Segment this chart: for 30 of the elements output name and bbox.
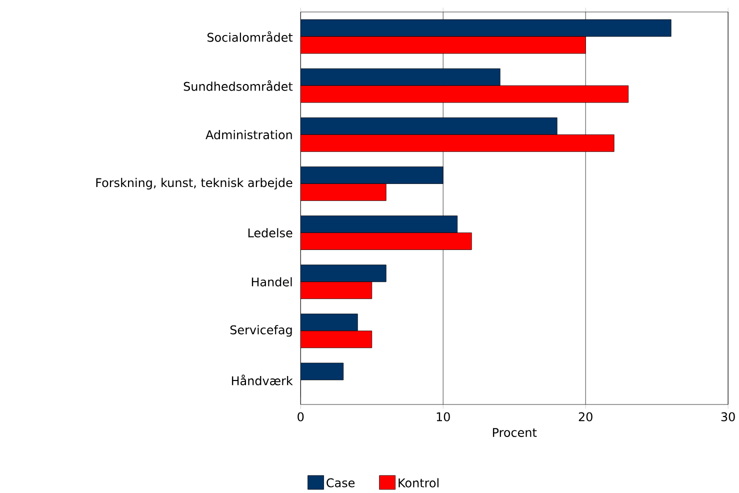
legend-label: Kontrol xyxy=(398,478,438,488)
bar xyxy=(300,36,586,54)
x-tick-label: 20 xyxy=(578,412,592,422)
x-axis-title: Procent xyxy=(492,428,537,438)
bar xyxy=(300,118,558,135)
bar xyxy=(300,232,472,250)
bar xyxy=(300,134,614,152)
y-tick-label: Servicefag xyxy=(230,325,292,337)
bar xyxy=(300,362,344,380)
y-tick-label: Sundhedsområdet xyxy=(184,80,293,92)
bar xyxy=(300,19,672,37)
x-tick-label: 0 xyxy=(298,412,304,422)
y-tick-label: Ledelse xyxy=(248,228,292,238)
bar xyxy=(300,68,500,86)
x-tick-label: 10 xyxy=(436,412,450,422)
y-tick-label: Handel xyxy=(252,277,292,287)
bar xyxy=(300,264,386,282)
bar xyxy=(300,184,386,202)
bar xyxy=(300,166,444,184)
y-tick-label: Forskning, kunst, teknisk arbejde xyxy=(96,178,292,190)
legend-label: Case xyxy=(326,478,355,488)
bar xyxy=(300,282,372,300)
bar xyxy=(300,330,372,348)
bar xyxy=(300,314,358,332)
y-tick-label: Administration xyxy=(206,130,292,140)
x-tick-label: 30 xyxy=(721,412,735,422)
bar xyxy=(300,216,458,234)
y-tick-label: Håndværk xyxy=(232,374,293,386)
bar xyxy=(300,86,629,103)
y-tick-label: Socialområdet xyxy=(207,31,293,42)
